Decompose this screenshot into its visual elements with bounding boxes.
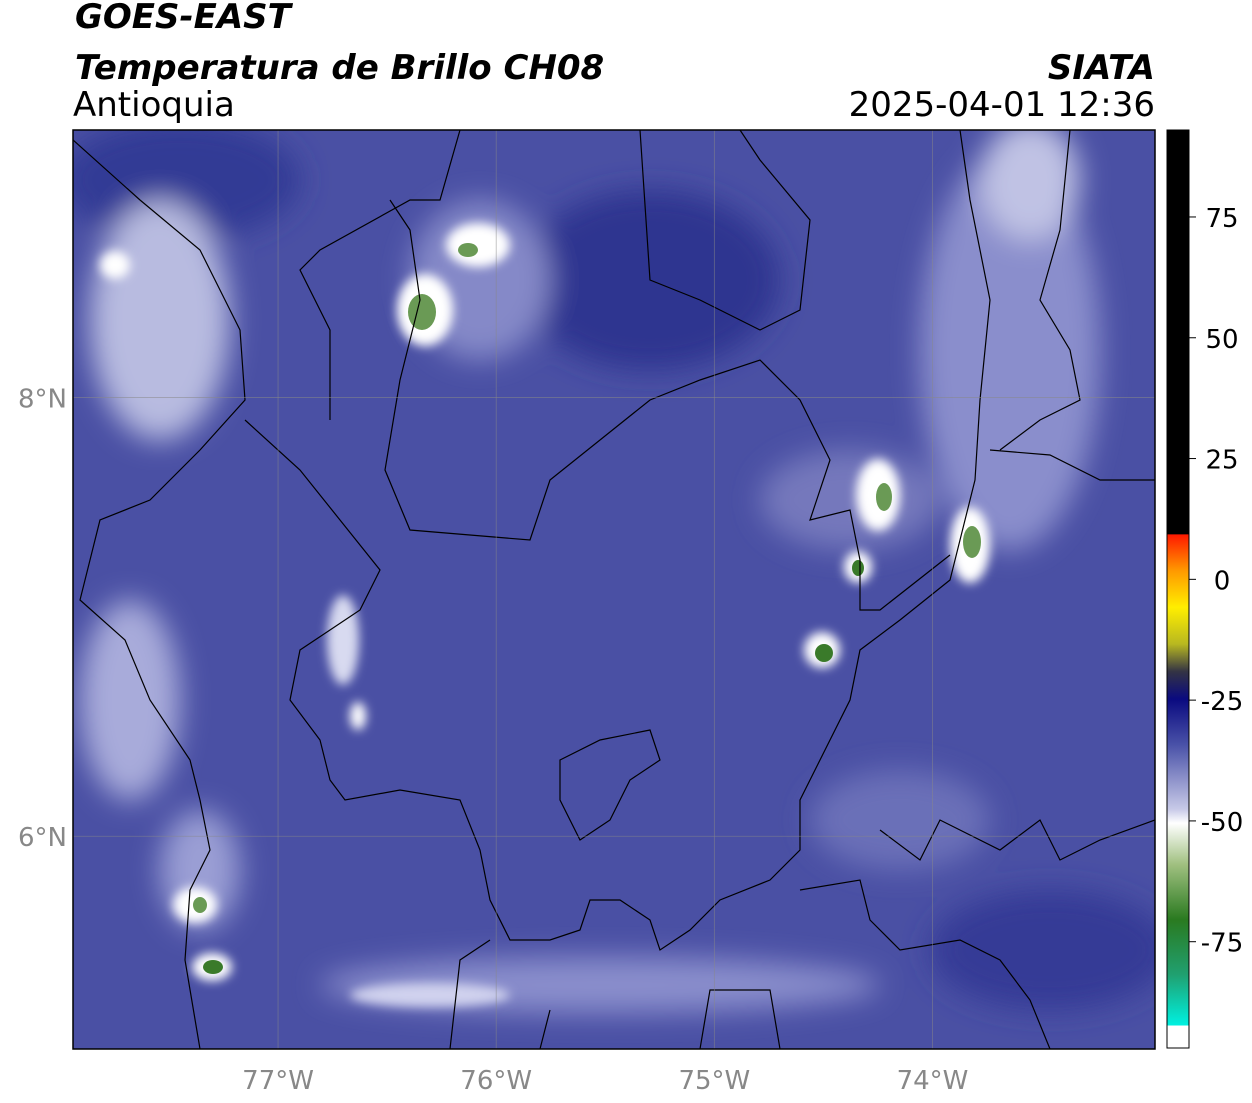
x-tick-label: 76°W xyxy=(460,1066,532,1096)
subtitle: Temperatura de Brillo CH08 xyxy=(75,48,604,88)
borders xyxy=(73,130,1155,1049)
satellite-image xyxy=(73,130,1155,1049)
y-tick-label: 6°N xyxy=(18,823,67,853)
x-tick-label: 75°W xyxy=(678,1066,750,1096)
colorbar-tick-label: 0 xyxy=(1214,566,1231,596)
colorbar-tick-label: 50 xyxy=(1205,325,1238,355)
map-frame xyxy=(72,129,1156,1050)
grid xyxy=(73,130,1155,1049)
colorbar xyxy=(1166,129,1190,1049)
colorbar-tick-label: 25 xyxy=(1205,446,1238,476)
colorbar-tick-label: -50 xyxy=(1201,808,1243,838)
x-tick-label: 77°W xyxy=(242,1066,314,1096)
colorbar-tick-label: -25 xyxy=(1201,687,1243,717)
region: Antioquia xyxy=(73,85,235,125)
source: SIATA xyxy=(1048,48,1155,88)
y-tick-label: 8°N xyxy=(18,385,67,415)
colorbar-tick-label: 75 xyxy=(1205,204,1238,234)
title: GOES-EAST xyxy=(75,0,294,37)
x-tick-label: 74°W xyxy=(897,1066,969,1096)
colorbar-tick-label: -75 xyxy=(1201,929,1243,959)
datetime: 2025-04-01 12:36 xyxy=(849,85,1155,125)
